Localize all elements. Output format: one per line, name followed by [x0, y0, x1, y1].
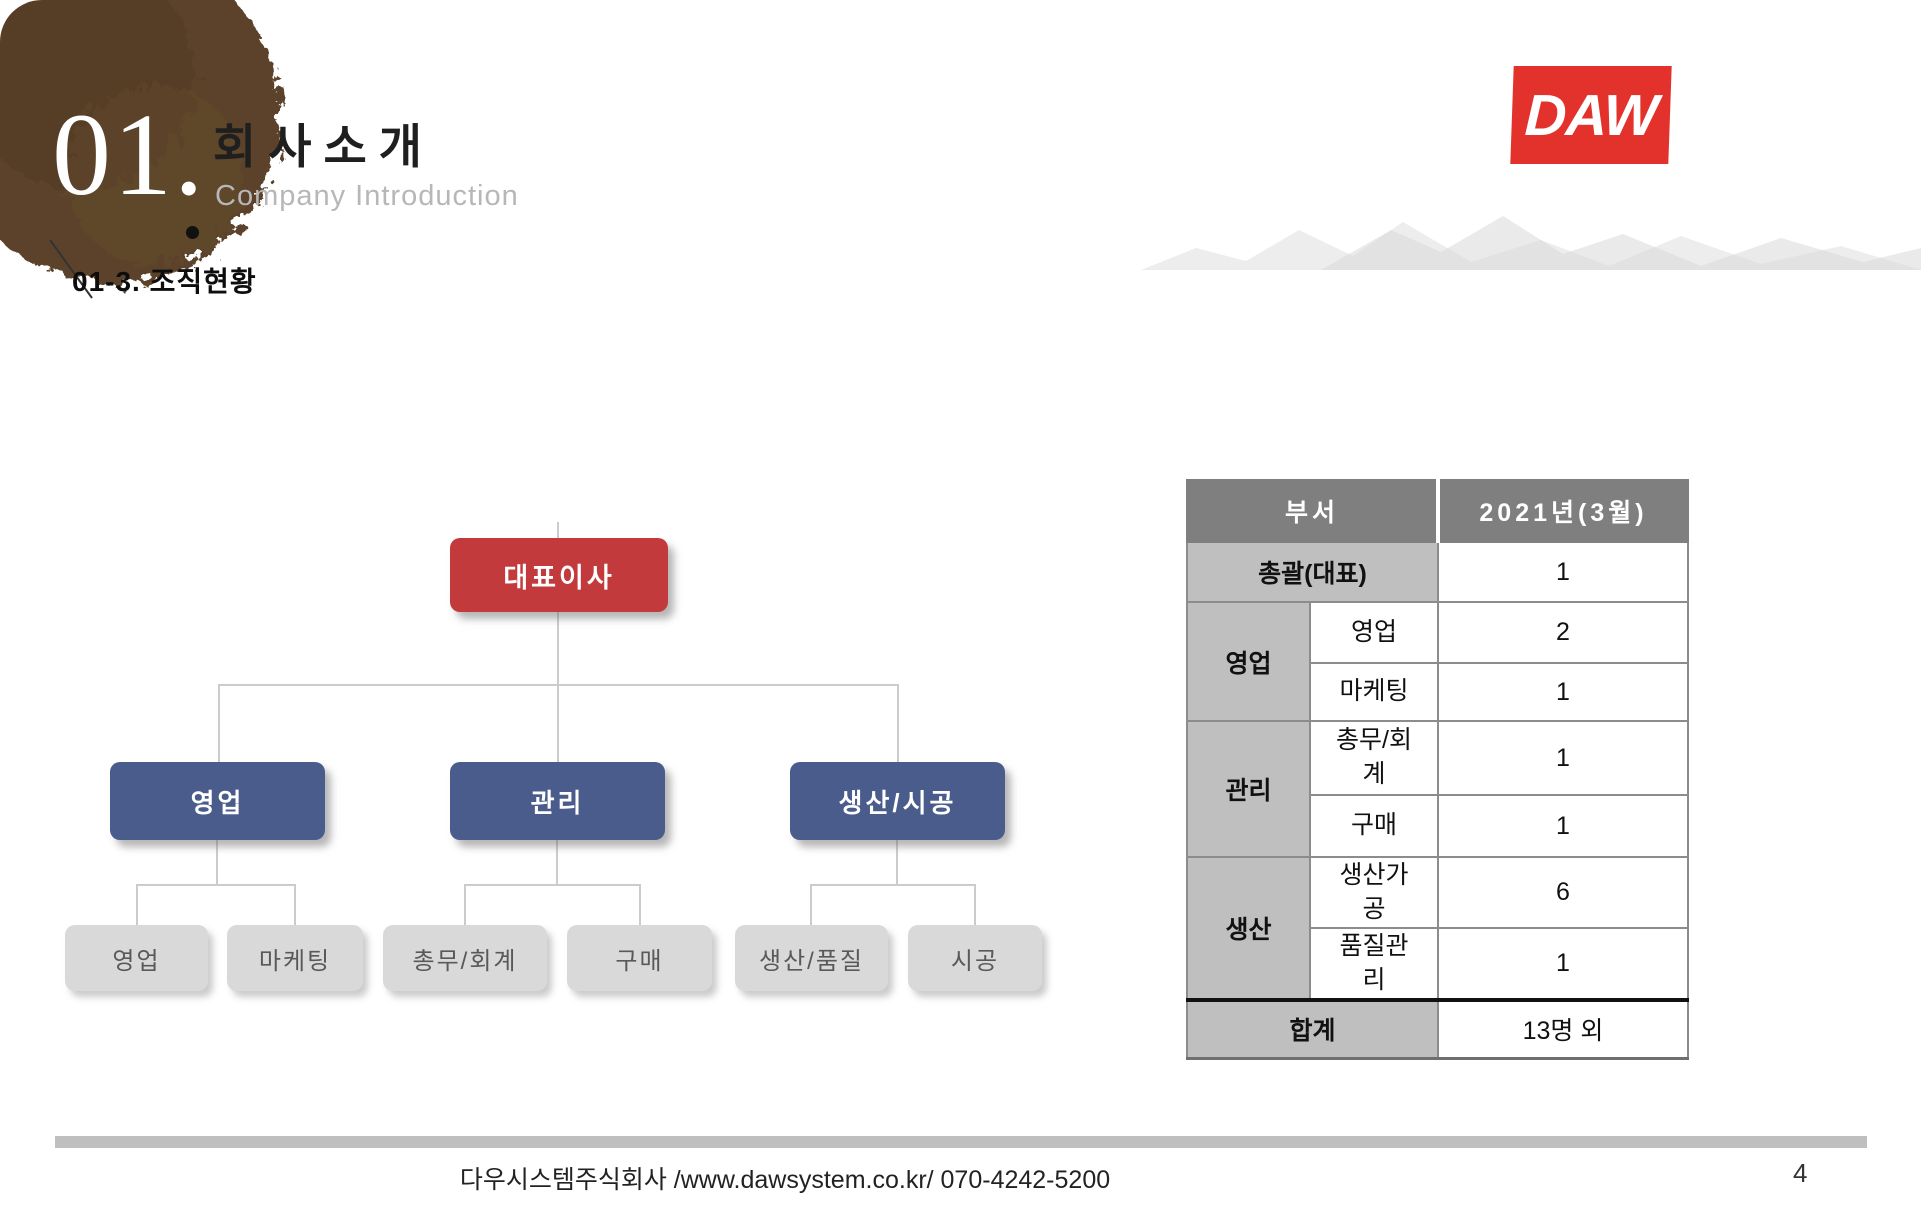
table-cell-value: 1 — [1437, 662, 1689, 722]
page-title: 회사소개 — [213, 120, 434, 173]
connector-line — [136, 884, 138, 925]
table-cell-value: 1 — [1437, 541, 1689, 603]
table-cell-sub: 총무/회계 — [1309, 720, 1439, 796]
footer-divider-bar — [55, 1136, 1867, 1148]
connector-line — [557, 612, 559, 685]
page-number: 4 — [1793, 1158, 1808, 1188]
table-cell-group: 영업 — [1186, 601, 1311, 722]
table-cell-sub: 마케팅 — [1309, 662, 1439, 722]
table-cell-value: 6 — [1437, 856, 1689, 929]
table-cell-value: 1 — [1437, 794, 1689, 858]
daw-logo: DAW — [1510, 66, 1672, 164]
org-node-sales: 영업 — [65, 925, 208, 991]
org-node-construction: 시공 — [908, 925, 1042, 991]
connector-line — [897, 684, 899, 762]
connector-line — [294, 884, 296, 925]
org-node-purchasing: 구매 — [567, 925, 712, 991]
org-node-dept-admin: 관리 — [450, 762, 665, 840]
table-cell-value: 1 — [1437, 720, 1689, 796]
table-cell-total-value: 13명 외 — [1437, 998, 1689, 1060]
org-node-ga-accounting: 총무/회계 — [383, 925, 547, 991]
table-header-period: 2021년(3월) — [1436, 479, 1689, 543]
table-cell-sub: 품질관리 — [1309, 927, 1439, 1001]
staffing-table: 부서 2021년(3월) 총괄(대표) 1 영업 영업 2 마케팅 1 관리 총… — [1186, 479, 1689, 1060]
connector-line — [810, 884, 812, 925]
chapter-number: 01. — [52, 89, 206, 220]
connector-line — [896, 840, 898, 886]
connector-line — [557, 522, 559, 538]
table-cell-value: 2 — [1437, 601, 1689, 664]
connector-line — [810, 884, 976, 886]
org-node-prod-quality: 생산/품질 — [735, 925, 888, 991]
table-cell-value: 1 — [1437, 927, 1689, 1001]
org-node-dept-production: 생산/시공 — [790, 762, 1005, 840]
org-node-dept-sales: 영업 — [110, 762, 325, 840]
section-heading: 01-3. 조직현황 — [72, 266, 257, 297]
mountain-graphic — [1141, 216, 1921, 270]
table-cell-group: 생산 — [1186, 856, 1311, 1001]
connector-line — [136, 884, 296, 886]
connector-line — [639, 884, 641, 925]
table-cell-group: 관리 — [1186, 720, 1311, 858]
org-node-ceo: 대표이사 — [450, 538, 668, 612]
connector-line — [216, 840, 218, 886]
table-cell-sub: 생산가공 — [1309, 856, 1439, 929]
bullet-dot — [186, 226, 199, 239]
table-cell-sub: 영업 — [1309, 601, 1439, 664]
page-subtitle: Company Introduction — [215, 180, 519, 212]
connector-line — [464, 884, 641, 886]
footer-company-info: 다우시스템주식회사 /www.dawsystem.co.kr/ 070-4242… — [459, 1166, 1111, 1194]
org-node-marketing: 마케팅 — [227, 925, 363, 991]
connector-line — [974, 884, 976, 925]
table-cell-sub: 구매 — [1309, 794, 1439, 858]
table-cell-total-label: 합계 — [1186, 998, 1439, 1060]
table-header-department: 부서 — [1186, 479, 1439, 543]
connector-line — [464, 884, 466, 925]
connector-line — [556, 840, 558, 886]
table-cell-group: 총괄(대표) — [1186, 541, 1439, 603]
connector-line — [218, 684, 220, 762]
connector-line — [557, 684, 559, 762]
